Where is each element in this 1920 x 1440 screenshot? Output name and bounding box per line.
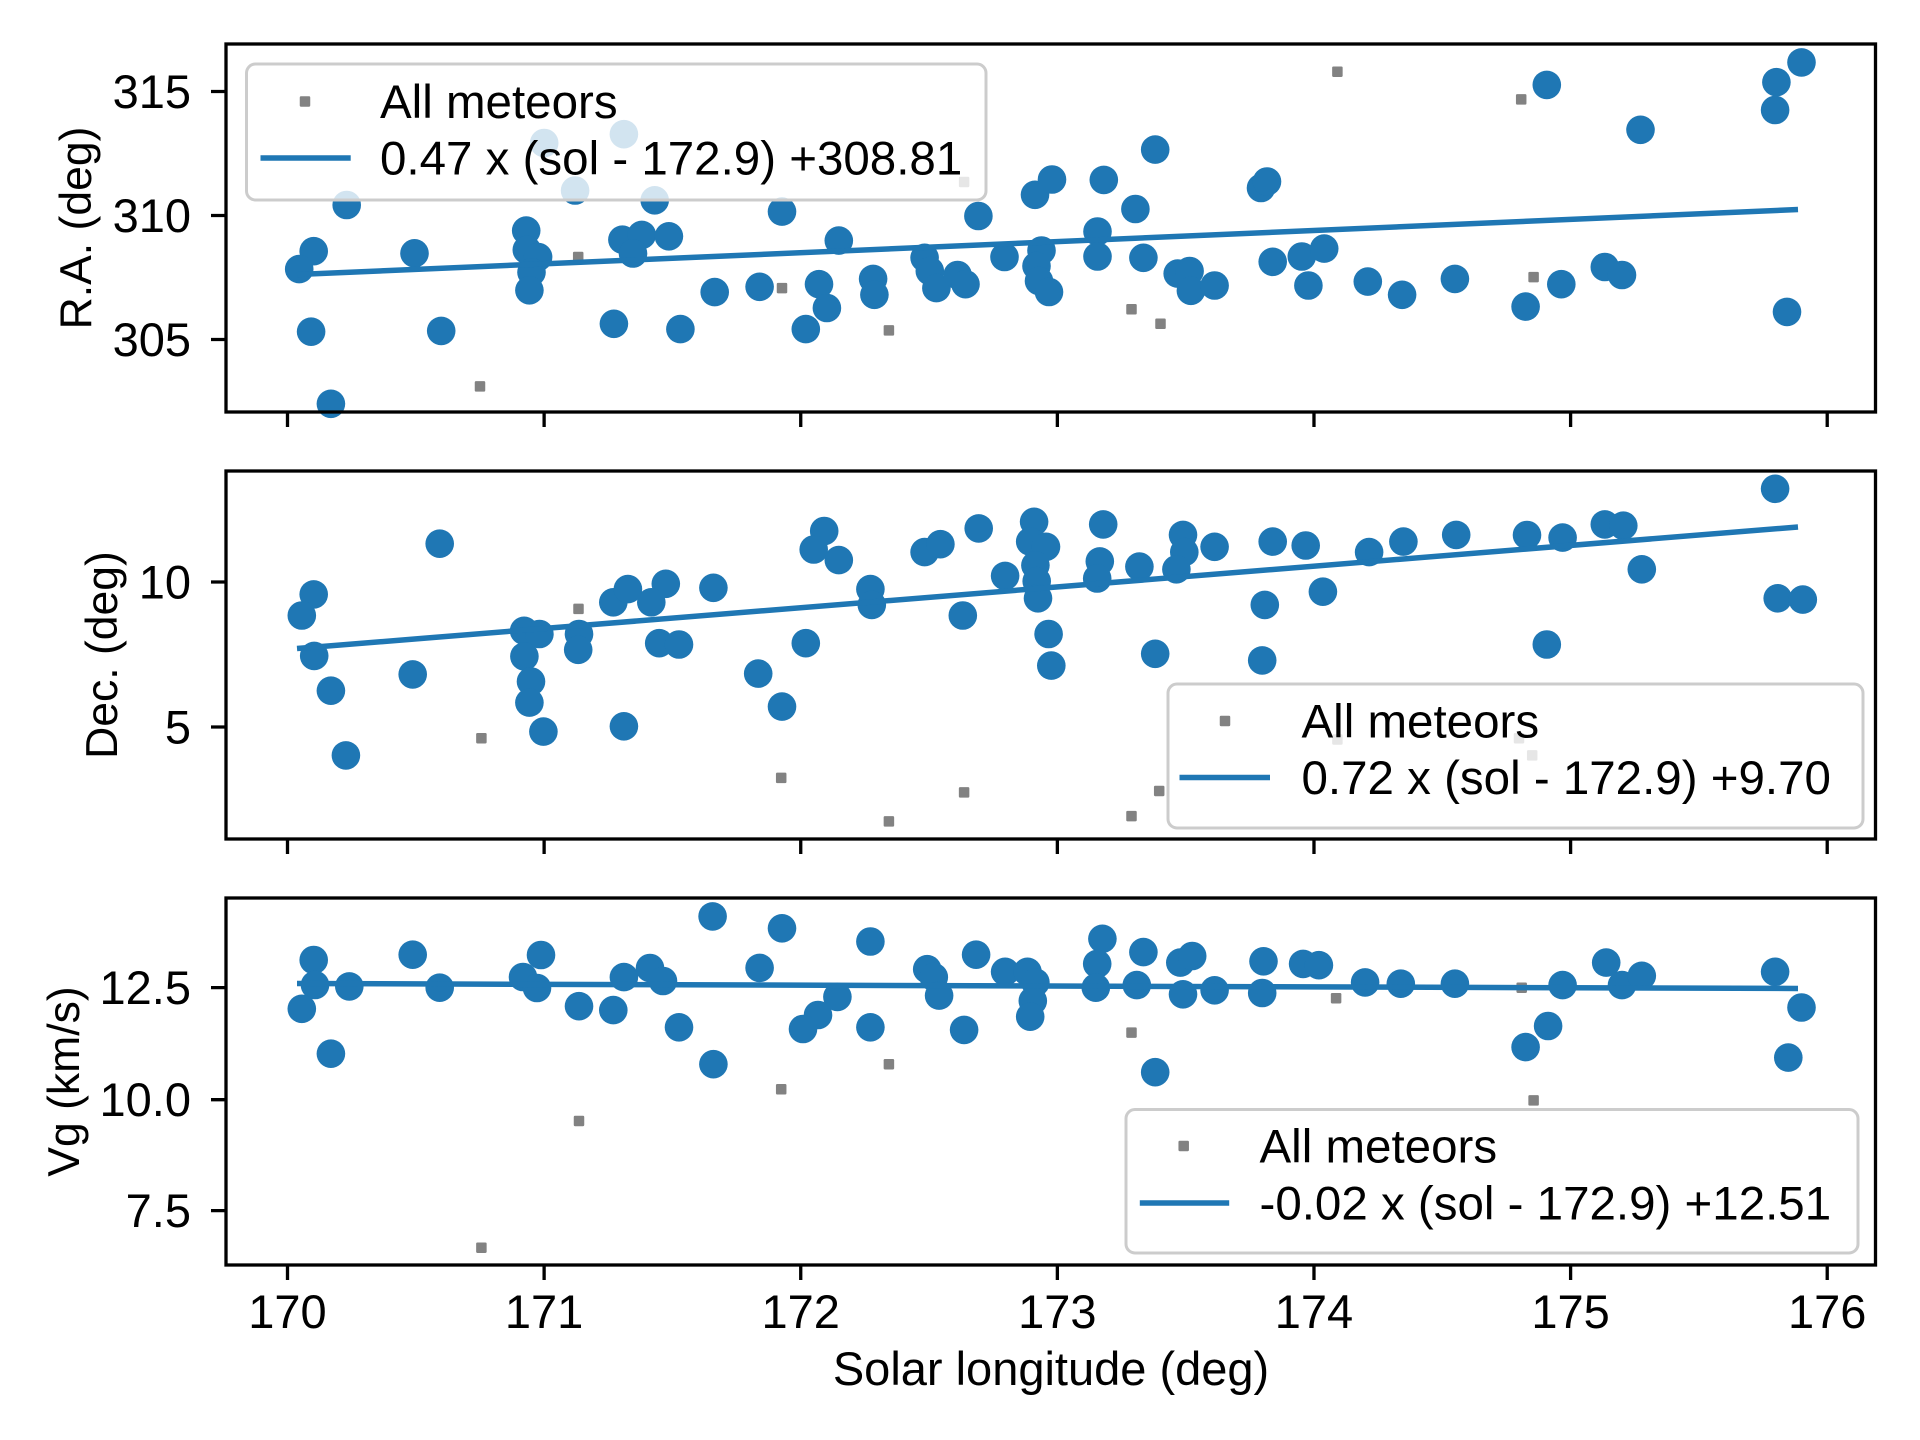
svg-text:Vg (km/s): Vg (km/s) — [40, 986, 89, 1176]
svg-text:176: 176 — [1788, 1285, 1866, 1338]
svg-text:Dec. (deg): Dec. (deg) — [78, 551, 127, 759]
svg-text:10.0: 10.0 — [100, 1073, 191, 1126]
svg-text:All meteors: All meteors — [380, 76, 618, 129]
svg-text:0.72 x (sol - 172.9) +9.70: 0.72 x (sol - 172.9) +9.70 — [1302, 752, 1831, 805]
svg-text:10: 10 — [139, 556, 191, 609]
svg-text:172: 172 — [762, 1285, 840, 1338]
svg-text:174: 174 — [1275, 1285, 1353, 1338]
svg-text:Solar longitude (deg): Solar longitude (deg) — [833, 1342, 1269, 1395]
svg-text:170: 170 — [248, 1285, 326, 1338]
svg-text:305: 305 — [113, 313, 191, 366]
svg-text:173: 173 — [1018, 1285, 1096, 1338]
svg-text:5: 5 — [165, 701, 191, 754]
svg-text:315: 315 — [113, 65, 191, 118]
svg-text:0.47 x (sol - 172.9) +308.81: 0.47 x (sol - 172.9) +308.81 — [380, 133, 962, 186]
svg-text:All meteors: All meteors — [1260, 1121, 1498, 1174]
svg-text:171: 171 — [505, 1285, 583, 1338]
svg-text:-0.02 x (sol - 172.9) +12.51: -0.02 x (sol - 172.9) +12.51 — [1260, 1178, 1832, 1231]
svg-text:7.5: 7.5 — [126, 1184, 191, 1237]
svg-text:All meteors: All meteors — [1302, 696, 1540, 749]
svg-text:175: 175 — [1531, 1285, 1609, 1338]
svg-text:R.A. (deg): R.A. (deg) — [52, 127, 101, 330]
svg-text:12.5: 12.5 — [100, 961, 191, 1014]
svg-text:310: 310 — [113, 189, 191, 242]
